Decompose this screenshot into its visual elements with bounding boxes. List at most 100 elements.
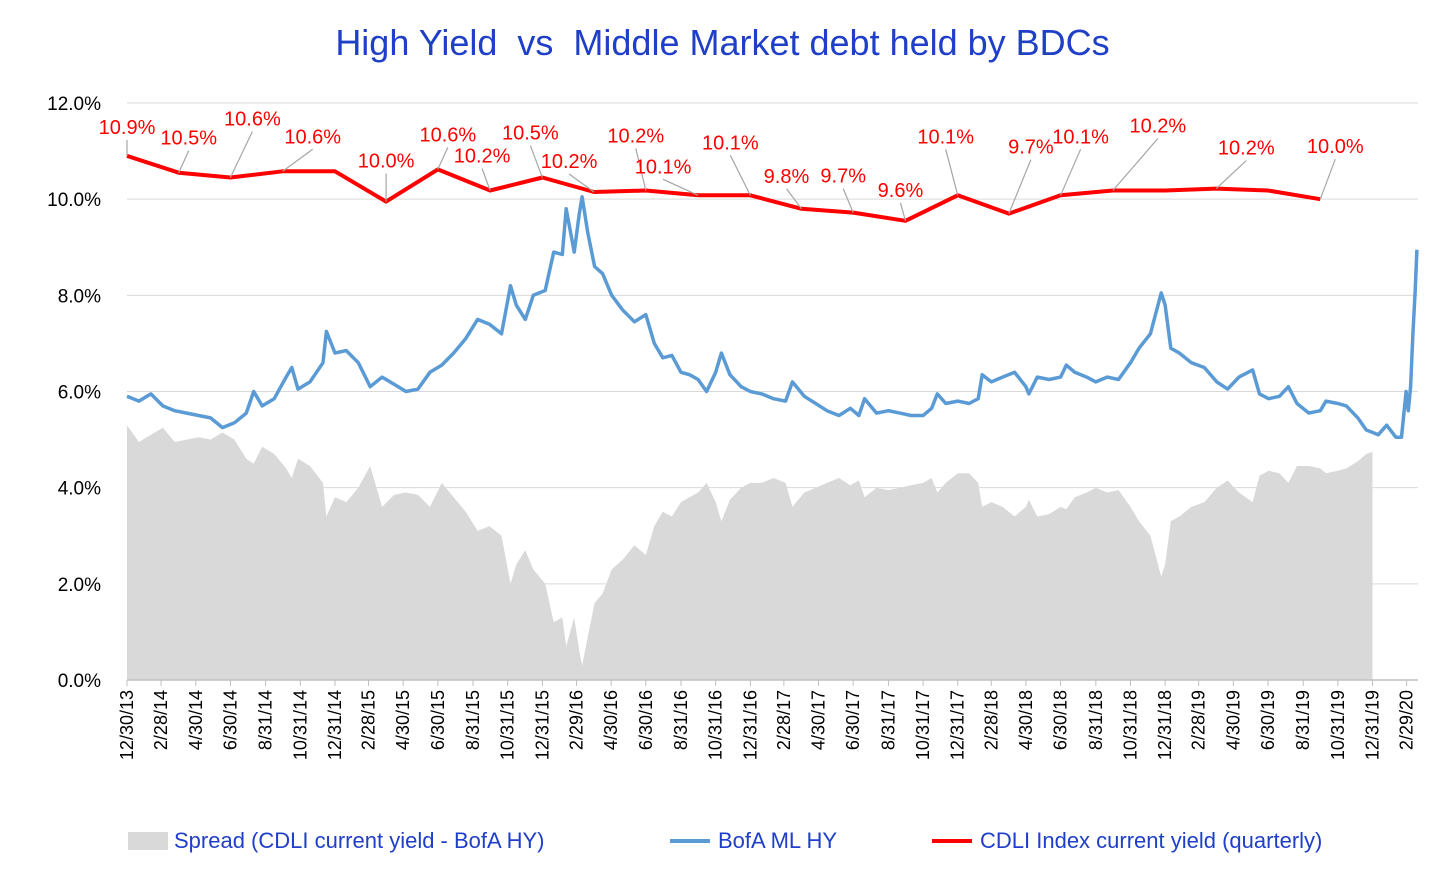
data-label-20: 10.0% — [1307, 136, 1364, 158]
x-tick-label-18: 12/31/16 — [740, 690, 760, 760]
data-label-leader-11 — [729, 155, 751, 196]
x-tick-label-10: 8/31/15 — [463, 690, 483, 750]
data-label-leader-5 — [437, 147, 449, 170]
y-tick-label-5: 10.0% — [47, 190, 101, 211]
data-label-leader-7 — [529, 145, 543, 178]
x-tick-label-30: 12/31/18 — [1155, 690, 1175, 760]
data-label-leader-18 — [1112, 138, 1159, 191]
data-label-14: 9.6% — [878, 180, 924, 202]
x-tick-label-27: 6/30/18 — [1051, 690, 1071, 750]
x-tick-label-8: 4/30/15 — [393, 690, 413, 750]
data-label-leader-15 — [945, 149, 959, 196]
data-label-8: 10.2% — [541, 151, 598, 173]
x-tick-label-34: 8/31/19 — [1293, 690, 1313, 750]
x-tick-label-13: 2/29/16 — [566, 690, 586, 750]
x-tick-label-14: 4/30/16 — [601, 690, 621, 750]
y-tick-label-4: 8.0% — [58, 286, 101, 307]
data-label-1: 10.5% — [160, 128, 217, 150]
data-label-leader-13 — [842, 188, 854, 213]
x-tick-label-11: 10/31/15 — [498, 690, 518, 760]
x-tick-label-12: 12/31/15 — [532, 690, 552, 760]
data-label-leader-9 — [635, 148, 647, 191]
x-tick-label-22: 8/31/17 — [878, 690, 898, 750]
data-label-4: 10.0% — [358, 151, 415, 173]
data-label-leader-10 — [662, 178, 699, 196]
x-tick-label-17: 10/31/16 — [706, 690, 726, 760]
data-label-leader-19 — [1215, 160, 1247, 190]
data-label-leader-20 — [1319, 158, 1336, 200]
x-tick-label-32: 4/30/19 — [1223, 690, 1243, 750]
data-label-15: 10.1% — [917, 126, 974, 148]
legend-swatch-spread — [128, 832, 168, 850]
x-tick-label-19: 2/28/17 — [774, 690, 794, 750]
data-label-leader-2 — [229, 131, 253, 178]
x-tick-label-6: 12/31/14 — [325, 690, 345, 760]
y-tick-label-1: 2.0% — [58, 575, 101, 596]
legend-item-spread: Spread (CDLI current yield - BofA HY) — [128, 828, 544, 854]
x-tick-label-21: 6/30/17 — [843, 690, 863, 750]
data-label-leader-12 — [785, 188, 802, 210]
series-spread-area — [127, 425, 1373, 680]
y-tick-label-3: 6.0% — [58, 383, 101, 404]
x-tick-label-23: 10/31/17 — [913, 690, 933, 760]
legend-label-bofa: BofA ML HY — [718, 828, 838, 853]
data-label-leader-6 — [481, 168, 491, 191]
data-label-2: 10.6% — [224, 109, 281, 131]
x-tick-label-15: 6/30/16 — [636, 690, 656, 750]
data-label-3: 10.6% — [284, 126, 341, 148]
data-label-17: 10.1% — [1052, 126, 1109, 148]
data-label-11: 10.1% — [702, 132, 759, 154]
y-tick-label-6: 12.0% — [47, 94, 101, 115]
y-tick-label-0: 0.0% — [58, 671, 101, 692]
x-tick-label-3: 6/30/14 — [220, 690, 240, 750]
data-label-9: 10.2% — [607, 126, 664, 148]
x-tick-label-35: 10/31/19 — [1328, 690, 1348, 760]
chart-title: High Yield vs Middle Market debt held by… — [335, 22, 1110, 63]
x-tick-label-0: 12/30/13 — [117, 690, 137, 760]
x-tick-label-31: 2/28/19 — [1189, 690, 1209, 750]
data-label-5: 10.6% — [419, 124, 476, 146]
x-tick-label-24: 12/31/17 — [948, 690, 968, 760]
legend-label-spread: Spread (CDLI current yield - BofA HY) — [174, 828, 545, 853]
data-label-0: 10.9% — [99, 117, 156, 139]
data-label-leader-16 — [1008, 159, 1032, 214]
series-cdli-line — [126, 153, 1321, 223]
x-tick-label-16: 8/31/16 — [671, 690, 691, 750]
data-label-leader-8 — [568, 173, 595, 193]
x-tick-label-25: 2/28/18 — [981, 690, 1001, 750]
data-label-13: 9.7% — [820, 166, 866, 188]
x-tick-label-37: 2/29/20 — [1397, 690, 1417, 750]
x-tick-label-9: 6/30/15 — [428, 690, 448, 750]
x-tick-label-36: 12/31/19 — [1363, 690, 1383, 760]
legend-item-bofa: BofA ML HY — [670, 828, 837, 854]
x-tick-label-5: 10/31/14 — [290, 690, 310, 760]
legend-item-cdli: CDLI Index current yield (quarterly) — [932, 828, 1322, 854]
data-label-7: 10.5% — [502, 123, 559, 145]
x-tick-label-4: 8/31/14 — [256, 690, 276, 750]
x-tick-label-26: 4/30/18 — [1016, 690, 1036, 750]
data-label-19: 10.2% — [1218, 138, 1275, 160]
data-label-10: 10.1% — [635, 156, 692, 178]
data-label-leader-1 — [178, 150, 190, 173]
y-tick-label-2: 4.0% — [58, 479, 101, 500]
x-tick-label-33: 6/30/19 — [1258, 690, 1278, 750]
data-label-16: 9.7% — [1008, 137, 1054, 159]
data-label-12: 9.8% — [764, 166, 810, 188]
x-tick-label-2: 4/30/14 — [186, 690, 206, 750]
legend: Spread (CDLI current yield - BofA HY) Bo… — [0, 828, 1445, 860]
data-label-leader-3 — [282, 148, 314, 172]
data-label-18: 10.2% — [1130, 116, 1187, 138]
x-tick-label-1: 2/28/14 — [151, 690, 171, 750]
series-bofa-line — [126, 195, 1419, 439]
legend-swatch-cdli — [932, 839, 972, 843]
x-tick-label-28: 8/31/18 — [1086, 690, 1106, 750]
x-tick-label-20: 4/30/17 — [809, 690, 829, 750]
legend-swatch-bofa — [670, 839, 710, 843]
data-label-leader-17 — [1060, 149, 1082, 196]
x-tick-label-7: 2/28/15 — [358, 690, 378, 750]
data-label-leader-14 — [899, 202, 907, 221]
x-tick-label-29: 10/31/18 — [1120, 690, 1140, 760]
data-label-6: 10.2% — [454, 146, 511, 168]
